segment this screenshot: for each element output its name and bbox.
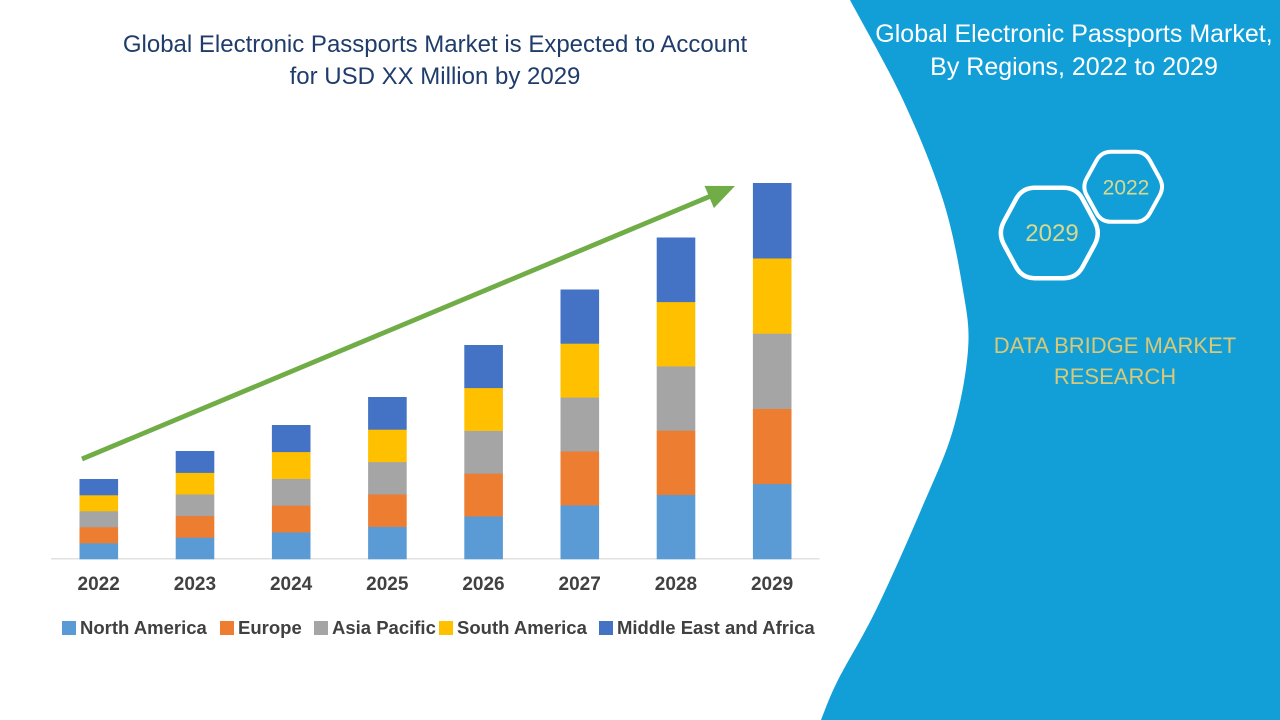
svg-text:2029: 2029 (1025, 220, 1078, 247)
svg-text:2022: 2022 (1103, 177, 1150, 200)
